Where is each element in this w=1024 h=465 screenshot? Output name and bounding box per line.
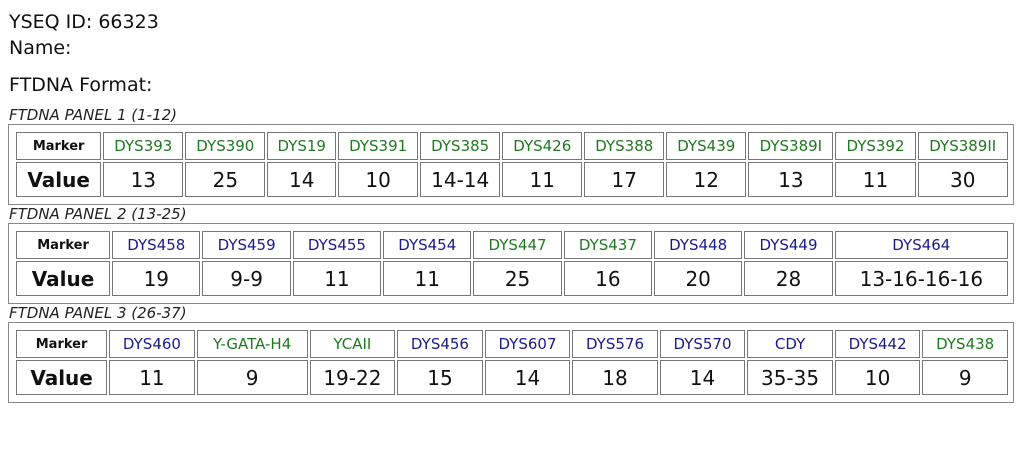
marker-name: DYS393 bbox=[103, 132, 184, 160]
marker-name: DYS576 bbox=[572, 330, 658, 358]
panels: FTDNA PANEL 1 (1-12) Marker DYS393 DYS390 DY… bbox=[0, 106, 1024, 403]
marker-name: DYS460 bbox=[109, 330, 195, 358]
marker-value: 15 bbox=[397, 360, 483, 395]
marker-name: CDY bbox=[747, 330, 833, 358]
marker-name: DYS391 bbox=[338, 132, 419, 160]
panel: FTDNA PANEL 3 (26-37) Marker DYS460 Y-GATA-… bbox=[0, 304, 1024, 403]
panel-box: Marker DYS458 DYS459 DYS455 DYS454 DYS447 DYS4… bbox=[8, 223, 1014, 304]
value-row: Value 11 9 19-22 15 14 18 14 35-35 10 9 bbox=[16, 360, 1008, 395]
marker-name: DYS19 bbox=[267, 132, 337, 160]
marker-name: DYS456 bbox=[397, 330, 483, 358]
marker-value: 35-35 bbox=[747, 360, 833, 395]
marker-value: 30 bbox=[917, 162, 1008, 197]
marker-row: Marker DYS393 DYS390 DYS19 DYS391 DYS385 DYS42… bbox=[16, 132, 1008, 160]
panel: FTDNA PANEL 1 (1-12) Marker DYS393 DYS390 DY… bbox=[0, 106, 1024, 205]
marker-value: 20 bbox=[654, 261, 743, 296]
marker-value: 12 bbox=[666, 162, 747, 197]
marker-name: DYS458 bbox=[112, 231, 201, 259]
marker-value: 13-16-16-16 bbox=[834, 261, 1008, 296]
yseq-id: YSEQ ID: 66323 bbox=[9, 11, 159, 33]
marker-name: DYS390 bbox=[185, 132, 266, 160]
marker-table: Marker DYS460 Y-GATA-H4 YCAII DYS456 DYS607 DY… bbox=[14, 328, 1010, 397]
marker-name: YCAII bbox=[309, 330, 396, 358]
marker-name: DYS448 bbox=[654, 231, 743, 259]
marker-value: 19 bbox=[112, 261, 201, 296]
marker-name: DYS438 bbox=[922, 330, 1008, 358]
marker-row: Marker DYS460 Y-GATA-H4 YCAII DYS456 DYS607 DY… bbox=[16, 330, 1008, 358]
marker-value: 11 bbox=[835, 162, 916, 197]
marker-value: 14 bbox=[267, 162, 337, 197]
table-body: Marker DYS393 DYS390 DYS19 DYS391 DYS385 DYS42… bbox=[16, 132, 1008, 197]
marker-value: 13 bbox=[103, 162, 184, 197]
marker-name: DYS439 bbox=[666, 132, 747, 160]
marker-name: DYS389II bbox=[917, 132, 1008, 160]
marker-name: DYS464 bbox=[834, 231, 1008, 259]
marker-name: DYS455 bbox=[292, 231, 382, 259]
value-row: Value 13 25 14 10 14-14 11 17 12 13 11 30 bbox=[16, 162, 1008, 197]
marker-name: DYS426 bbox=[502, 132, 583, 160]
marker-value: 11 bbox=[109, 360, 195, 395]
marker-value: 14 bbox=[484, 360, 571, 395]
row-label: Marker bbox=[16, 231, 111, 259]
marker-name: DYS385 bbox=[420, 132, 501, 160]
marker-value: 14-14 bbox=[420, 162, 501, 197]
marker-name: DYS389I bbox=[748, 132, 834, 160]
marker-name: DYS437 bbox=[563, 231, 653, 259]
marker-value: 11 bbox=[383, 261, 472, 296]
marker-value: 17 bbox=[584, 162, 665, 197]
format-label: FTDNA Format: bbox=[9, 74, 153, 96]
table-body: Marker DYS460 Y-GATA-H4 YCAII DYS456 DYS607 DY… bbox=[16, 330, 1008, 395]
marker-value: 13 bbox=[748, 162, 834, 197]
marker-value: 10 bbox=[338, 162, 419, 197]
marker-table: Marker DYS393 DYS390 DYS19 DYS391 DYS385 DYS42… bbox=[14, 130, 1010, 199]
marker-name: DYS570 bbox=[659, 330, 746, 358]
table-body: Marker DYS458 DYS459 DYS455 DYS454 DYS447 DYS4… bbox=[16, 231, 1008, 296]
marker-name: DYS388 bbox=[584, 132, 665, 160]
panel-title: FTDNA PANEL 3 (26-37) bbox=[9, 304, 187, 322]
marker-value: 9-9 bbox=[202, 261, 291, 296]
marker-value: 10 bbox=[834, 360, 921, 395]
row-label: Value bbox=[16, 360, 108, 395]
marker-value: 14 bbox=[659, 360, 746, 395]
panel-title: FTDNA PANEL 1 (1-12) bbox=[9, 106, 178, 124]
marker-table: Marker DYS458 DYS459 DYS455 DYS454 DYS447 DYS4… bbox=[14, 229, 1010, 298]
row-label: Value bbox=[16, 261, 111, 296]
marker-name: DYS449 bbox=[744, 231, 833, 259]
marker-name: DYS459 bbox=[202, 231, 291, 259]
panel-title: FTDNA PANEL 2 (13-25) bbox=[9, 205, 187, 223]
marker-value: 18 bbox=[572, 360, 658, 395]
value-row: Value 19 9-9 11 11 25 16 20 28 13-16-16-16 bbox=[16, 261, 1008, 296]
marker-row: Marker DYS458 DYS459 DYS455 DYS454 DYS447 DYS4… bbox=[16, 231, 1008, 259]
marker-name: DYS392 bbox=[835, 132, 916, 160]
marker-value: 16 bbox=[563, 261, 653, 296]
panel-box: Marker DYS460 Y-GATA-H4 YCAII DYS456 DYS607 DY… bbox=[8, 322, 1014, 403]
row-label: Value bbox=[16, 162, 102, 197]
marker-value: 25 bbox=[185, 162, 266, 197]
marker-name: DYS454 bbox=[383, 231, 472, 259]
panel-box: Marker DYS393 DYS390 DYS19 DYS391 DYS385 DYS42… bbox=[8, 124, 1014, 205]
row-label: Marker bbox=[16, 132, 102, 160]
marker-name: DYS447 bbox=[473, 231, 562, 259]
name: Name: bbox=[9, 37, 72, 59]
panel: FTDNA PANEL 2 (13-25) Marker DYS458 DYS459 D… bbox=[0, 205, 1024, 304]
marker-value: 9 bbox=[922, 360, 1008, 395]
marker-value: 11 bbox=[292, 261, 382, 296]
marker-value: 19-22 bbox=[309, 360, 396, 395]
marker-name: Y-GATA-H4 bbox=[196, 330, 308, 358]
row-label: Marker bbox=[16, 330, 108, 358]
marker-value: 25 bbox=[473, 261, 562, 296]
marker-value: 9 bbox=[196, 360, 308, 395]
marker-value: 28 bbox=[744, 261, 833, 296]
marker-name: DYS442 bbox=[834, 330, 921, 358]
marker-name: DYS607 bbox=[484, 330, 571, 358]
marker-value: 11 bbox=[502, 162, 583, 197]
